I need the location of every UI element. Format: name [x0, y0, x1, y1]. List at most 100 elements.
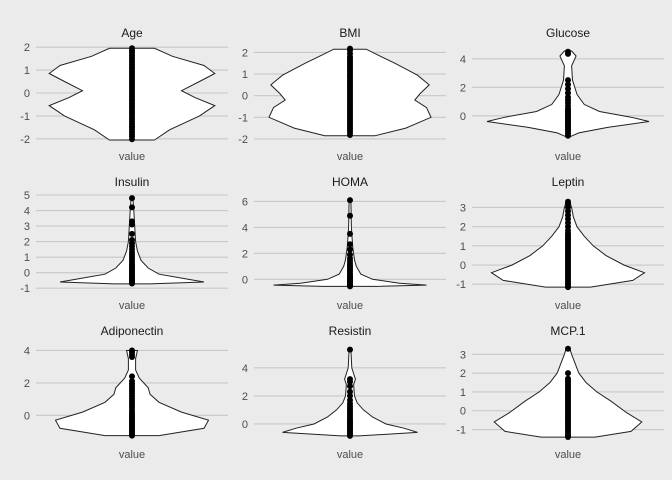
y-tick-label: 2 — [24, 237, 30, 249]
facet-leptin: Leptin 3 2 1 0 -1 value — [456, 175, 664, 312]
y-tick-label: -1 — [456, 279, 466, 291]
facet-homa: HOMA 6 4 2 0 value — [242, 175, 446, 312]
data-point — [565, 370, 571, 377]
y-tick-label: 3 — [460, 349, 466, 361]
data-point — [129, 373, 135, 380]
data-point — [347, 346, 353, 353]
x-tick-label: value — [337, 151, 363, 163]
y-tick-label: 1 — [24, 252, 30, 264]
data-point — [347, 383, 353, 390]
y-tick-label: 2 — [242, 248, 248, 260]
x-tick-label: value — [555, 300, 581, 312]
y-tick-label: -1 — [20, 111, 30, 123]
y-tick-label: 6 — [242, 196, 248, 208]
data-point — [347, 376, 353, 383]
y-tick-label: 0 — [24, 410, 30, 422]
y-tick-label: 5 — [24, 190, 30, 202]
data-point — [129, 204, 135, 211]
y-tick-label: -2 — [20, 134, 30, 146]
y-tick-label: -1 — [456, 425, 466, 437]
y-tick-label: 1 — [460, 241, 466, 253]
y-tick-label: -1 — [20, 283, 30, 295]
y-tick-label: 2 — [242, 47, 248, 59]
facet-title: BMI — [339, 26, 360, 40]
facet-bmi: BMI 2 1 0 -1 -2 value — [238, 26, 446, 163]
facet-title: HOMA — [332, 175, 368, 189]
data-point — [129, 237, 135, 244]
data-point — [129, 195, 135, 202]
data-point — [565, 90, 571, 96]
x-tick-label: value — [337, 300, 363, 312]
data-point — [129, 45, 135, 52]
y-tick-label: 4 — [24, 345, 30, 357]
data-point — [347, 388, 353, 395]
data-point — [565, 77, 571, 84]
data-point — [347, 212, 353, 219]
y-tick-label: -1 — [238, 112, 248, 124]
data-point — [347, 197, 353, 204]
x-tick-label: value — [555, 449, 581, 461]
data-point — [565, 375, 571, 382]
y-tick-label: 2 — [242, 391, 248, 403]
data-point — [129, 218, 135, 225]
facet-mcp-1: MCP.1 3 2 1 0 -1 value — [456, 324, 664, 461]
x-tick-label: value — [119, 151, 145, 163]
data-point — [129, 378, 135, 385]
facet-adiponectin: Adiponectin 4 2 0 value — [24, 324, 228, 461]
y-tick-label: 2 — [24, 42, 30, 54]
facet-title: Insulin — [115, 175, 150, 189]
data-point — [347, 230, 353, 237]
y-tick-label: 2 — [460, 368, 466, 380]
data-point — [565, 48, 571, 55]
y-tick-label: 2 — [24, 378, 30, 390]
y-tick-label: 0 — [460, 260, 466, 272]
data-point — [347, 246, 353, 253]
y-tick-label: -2 — [238, 134, 248, 146]
x-tick-label: value — [119, 449, 145, 461]
y-tick-label: 2 — [460, 222, 466, 234]
y-tick-label: 3 — [460, 202, 466, 214]
data-point — [565, 85, 571, 92]
y-tick-label: 0 — [460, 111, 466, 123]
data-point — [565, 94, 571, 101]
x-tick-label: value — [555, 151, 581, 163]
facet-glucose: Glucose 4 2 0 value — [460, 26, 664, 163]
data-point — [565, 198, 571, 205]
y-tick-label: 4 — [242, 222, 248, 234]
y-tick-label: 1 — [24, 65, 30, 77]
y-tick-label: 0 — [242, 91, 248, 103]
y-tick-label: 4 — [460, 54, 466, 66]
facet-age: Age 2 1 0 -1 -2 value — [20, 26, 228, 163]
y-tick-label: 1 — [460, 387, 466, 399]
x-tick-label: value — [337, 449, 363, 461]
data-point — [347, 251, 353, 258]
facet-title: Adiponectin — [101, 324, 164, 338]
y-tick-label: 0 — [242, 274, 248, 286]
data-point — [129, 230, 135, 237]
data-point — [347, 45, 353, 52]
facet-resistin: Resistin 4 2 0 value — [242, 324, 446, 461]
data-point — [565, 345, 571, 352]
y-tick-label: 0 — [242, 419, 248, 431]
data-point — [347, 392, 353, 399]
y-tick-label: 0 — [24, 88, 30, 100]
y-tick-label: 4 — [24, 206, 30, 218]
facet-title: Leptin — [552, 175, 585, 189]
y-tick-label: 3 — [24, 221, 30, 233]
y-tick-label: 4 — [242, 363, 248, 375]
facet-insulin: Insulin 5 4 3 2 1 0 -1 value — [20, 175, 228, 312]
y-tick-label: 2 — [460, 82, 466, 94]
y-tick-label: 1 — [242, 69, 248, 81]
data-point — [347, 397, 353, 404]
data-point — [565, 81, 571, 88]
facet-title: Glucose — [546, 26, 590, 40]
facet-title: Resistin — [329, 324, 372, 338]
x-tick-label: value — [119, 300, 145, 312]
facet-title: MCP.1 — [550, 324, 585, 338]
data-point — [347, 241, 353, 248]
data-point — [129, 347, 135, 354]
y-tick-label: 0 — [24, 268, 30, 280]
facet-title: Age — [121, 26, 143, 40]
y-tick-label: 0 — [460, 406, 466, 418]
